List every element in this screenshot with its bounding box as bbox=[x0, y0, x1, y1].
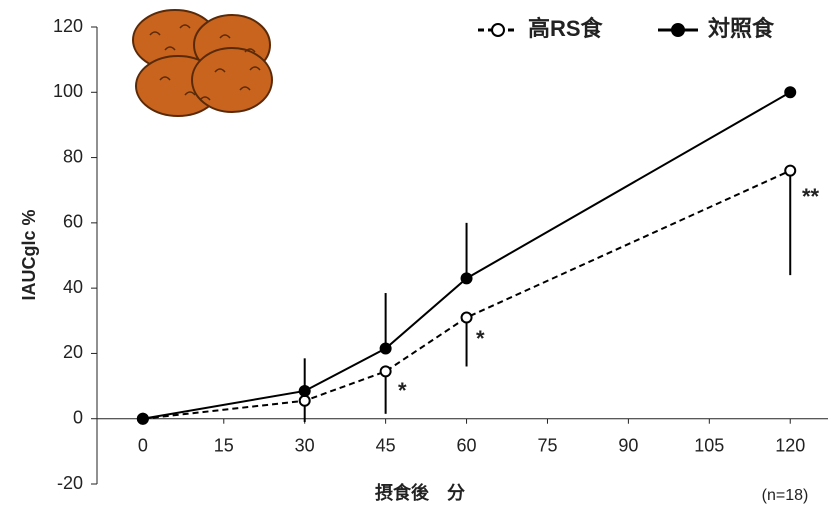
annotation: * bbox=[398, 378, 407, 403]
data-point bbox=[462, 273, 472, 283]
data-point bbox=[381, 366, 391, 376]
x-tick-label: 90 bbox=[618, 435, 638, 455]
x-tick-label: 15 bbox=[214, 435, 234, 455]
x-tick-label: 60 bbox=[457, 435, 477, 455]
y-tick-label: 120 bbox=[53, 16, 83, 36]
data-point bbox=[300, 396, 310, 406]
annotation: ** bbox=[802, 184, 820, 209]
series-line bbox=[143, 171, 790, 419]
y-tick-label: 60 bbox=[63, 212, 83, 232]
x-axis-label: 摂食後 分 bbox=[375, 482, 465, 503]
y-tick-label: -20 bbox=[57, 473, 83, 493]
y-axis-label: IAUCglc % bbox=[19, 209, 39, 300]
data-point bbox=[785, 166, 795, 176]
y-tick-label: 100 bbox=[53, 81, 83, 101]
legend-label: 対照食 bbox=[708, 16, 775, 41]
note: (n=18) bbox=[762, 487, 809, 504]
data-point bbox=[462, 313, 472, 323]
data-point bbox=[138, 414, 148, 424]
data-point bbox=[381, 344, 391, 354]
x-tick-label: 45 bbox=[376, 435, 396, 455]
data-point bbox=[300, 386, 310, 396]
x-tick-label: 105 bbox=[694, 435, 724, 455]
x-tick-label: 0 bbox=[138, 435, 148, 455]
y-tick-label: 80 bbox=[63, 146, 83, 166]
cookie-illustration bbox=[133, 10, 272, 116]
legend-marker bbox=[672, 24, 684, 36]
legend-label: 高RS食 bbox=[528, 16, 604, 41]
legend-marker bbox=[492, 24, 504, 36]
data-point bbox=[785, 87, 795, 97]
y-tick-label: 40 bbox=[63, 277, 83, 297]
x-tick-label: 120 bbox=[775, 435, 805, 455]
annotation: * bbox=[476, 326, 485, 351]
y-tick-label: 20 bbox=[63, 342, 83, 362]
y-tick-label: 0 bbox=[73, 407, 83, 427]
x-tick-label: 30 bbox=[295, 435, 315, 455]
x-tick-label: 75 bbox=[537, 435, 557, 455]
chart: IAUCglc % 摂食後 分 (n=18) * * ** -20 0 20 40 60… bbox=[0, 0, 830, 509]
